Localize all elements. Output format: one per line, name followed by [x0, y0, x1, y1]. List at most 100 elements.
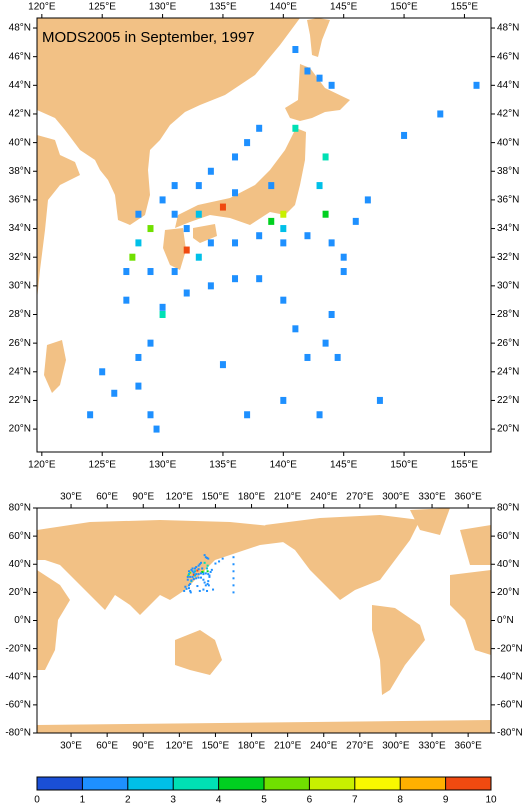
y-tick-label: 32°N	[9, 252, 31, 263]
observation-cell	[244, 411, 251, 419]
global-cells	[183, 554, 235, 594]
land	[265, 515, 420, 600]
observation-cell	[206, 556, 209, 559]
observation-cell	[232, 275, 239, 283]
observation-cell	[147, 339, 154, 347]
map-frame	[36, 17, 492, 453]
observation-cell	[304, 232, 311, 240]
observation-cell	[203, 554, 206, 557]
observation-cell	[208, 574, 211, 577]
x-tick-label: 150°E	[390, 2, 418, 13]
colorbar-bin	[127, 777, 174, 790]
y-tick-label: 38°N	[497, 166, 519, 177]
observation-cell	[191, 570, 194, 573]
observation-cell	[147, 411, 154, 419]
y-tick-label: 20°N	[497, 587, 519, 598]
observation-cell	[202, 578, 205, 581]
land	[37, 570, 70, 670]
land	[193, 224, 217, 243]
observation-cell	[193, 574, 196, 577]
y-tick-label: 34°N	[497, 223, 519, 234]
observation-cell	[87, 411, 94, 419]
x-tick-label: 135°E	[209, 2, 237, 13]
observation-cell	[202, 573, 205, 576]
x-tick-label: 130°E	[149, 460, 177, 471]
y-tick-label: 20°N	[497, 424, 519, 435]
observation-cell	[304, 67, 311, 75]
observation-cell	[196, 569, 199, 572]
observation-cell	[207, 239, 214, 247]
observation-cell	[189, 575, 192, 578]
x-tick-label: 300°E	[382, 741, 410, 752]
x-tick-label: 130°E	[149, 2, 177, 13]
observation-cell	[201, 570, 204, 573]
colorbar-tick-label: 0	[34, 795, 40, 806]
observation-cell	[280, 225, 287, 233]
observation-cell	[197, 576, 200, 579]
observation-cell	[197, 564, 200, 567]
x-tick-label: 145°E	[330, 460, 358, 471]
observation-cell	[187, 584, 190, 587]
observation-cell	[207, 282, 214, 290]
land	[44, 340, 66, 393]
y-tick-label: -40°N	[497, 671, 523, 682]
observation-cell	[191, 575, 194, 578]
land	[285, 64, 350, 121]
colorbar-tick-label: 1	[80, 795, 86, 806]
observation-cell	[232, 239, 239, 247]
colorbar-tick-label: 2	[125, 795, 131, 806]
observation-cell	[186, 575, 189, 578]
x-tick-label: 60°E	[96, 492, 118, 503]
observation-cell	[364, 196, 371, 204]
observation-cell	[198, 563, 201, 566]
observation-cell	[187, 587, 190, 590]
observation-cell	[99, 368, 106, 376]
x-tick-label: 30°E	[60, 741, 82, 752]
observation-cell	[316, 182, 323, 190]
land	[175, 630, 222, 675]
observation-cell	[256, 124, 263, 132]
observation-cell	[244, 139, 251, 147]
observation-cell	[195, 577, 198, 580]
y-tick-label: 36°N	[497, 195, 519, 206]
observation-cell	[206, 582, 209, 585]
observation-cell	[183, 289, 190, 297]
y-tick-label: 22°N	[497, 395, 519, 406]
observation-cell	[187, 573, 190, 576]
x-tick-label: 270°E	[346, 741, 374, 752]
y-tick-label: 20°N	[9, 424, 31, 435]
observation-cell	[209, 570, 212, 573]
observation-cell	[292, 124, 299, 132]
y-tick-label: -40°N	[5, 671, 31, 682]
x-tick-label: 270°E	[346, 492, 374, 503]
observation-cell	[195, 566, 198, 569]
observation-cell	[171, 182, 178, 190]
observation-cell	[207, 557, 210, 560]
observation-cell	[206, 567, 209, 570]
observation-cell	[232, 556, 235, 559]
land	[307, 18, 330, 57]
x-tick-label: 180°E	[238, 492, 266, 503]
observation-cell	[195, 253, 202, 261]
observation-cell	[232, 577, 235, 580]
observation-cell	[159, 310, 166, 318]
observation-cell	[232, 563, 235, 566]
observation-cell	[212, 588, 215, 591]
y-tick-label: 30°N	[9, 280, 31, 291]
observation-cell	[195, 182, 202, 190]
observation-cell	[219, 361, 226, 369]
observation-cell	[206, 564, 209, 567]
y-tick-label: 46°N	[497, 51, 519, 62]
observation-cell	[268, 217, 275, 225]
x-tick-label: 150°E	[202, 741, 230, 752]
observation-cell	[203, 561, 206, 564]
observation-cell	[196, 585, 199, 588]
observation-cell	[189, 591, 192, 594]
observation-cell	[186, 578, 189, 581]
colorbar-tick-label: 6	[307, 795, 313, 806]
y-tick-label: 44°N	[9, 80, 31, 91]
land	[410, 508, 450, 535]
observation-cell	[200, 561, 203, 564]
x-tick-label: 140°E	[270, 460, 298, 471]
